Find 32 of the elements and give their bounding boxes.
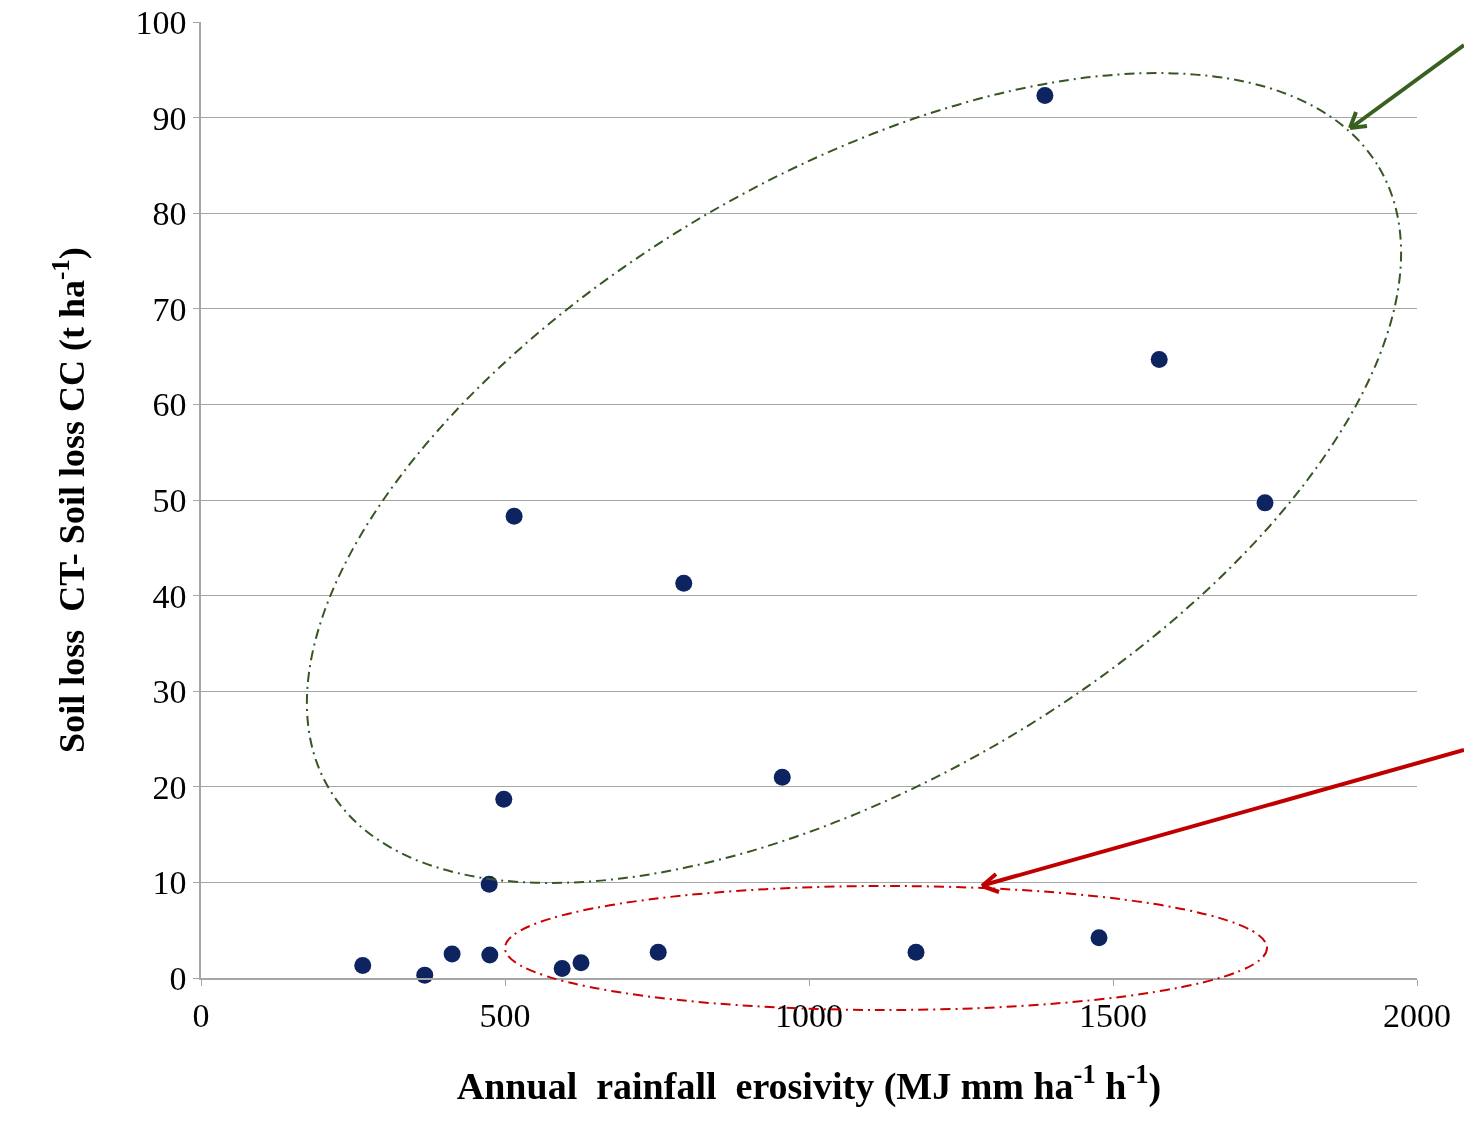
y-tick-label: 50 <box>152 481 187 519</box>
point <box>1090 929 1108 947</box>
y-tick-label: 100 <box>135 3 187 41</box>
point <box>1150 350 1168 368</box>
point <box>1256 494 1274 512</box>
y-tick-label: 10 <box>152 864 187 902</box>
x-tick-label: 1000 <box>775 996 843 1034</box>
point <box>443 945 461 963</box>
point <box>907 943 925 961</box>
point <box>481 946 499 964</box>
point <box>675 574 693 592</box>
point <box>773 768 791 786</box>
point <box>1036 87 1054 105</box>
point <box>495 790 513 808</box>
x-axis-title: Annual rainfall erosivity (MJ mm ha$^{-1}$ h$^{-1}$) <box>456 1059 1162 1109</box>
y-tick-label: 0 <box>169 959 187 997</box>
x-tick-label: 500 <box>479 996 531 1034</box>
point <box>649 943 667 961</box>
x-tick-label: 0 <box>192 996 210 1034</box>
y-tick-label: 20 <box>152 768 187 806</box>
y-tick-label: 30 <box>152 673 187 711</box>
y-tick-label: 70 <box>152 290 187 328</box>
x-tick-label: 2000 <box>1383 996 1451 1034</box>
point <box>553 959 571 977</box>
x-tick-label: 1500 <box>1079 996 1147 1034</box>
y-tick-label: 40 <box>152 577 187 615</box>
point <box>572 954 590 972</box>
point <box>505 507 523 525</box>
y-tick-label: 90 <box>152 99 187 137</box>
y-tick-label: 60 <box>152 386 187 424</box>
y-tick-label: 80 <box>152 195 187 233</box>
point <box>354 957 372 975</box>
